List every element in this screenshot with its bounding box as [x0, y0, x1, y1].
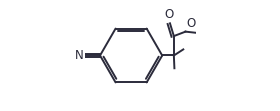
- Text: N: N: [75, 49, 83, 62]
- Text: O: O: [186, 17, 195, 30]
- Text: O: O: [165, 8, 174, 21]
